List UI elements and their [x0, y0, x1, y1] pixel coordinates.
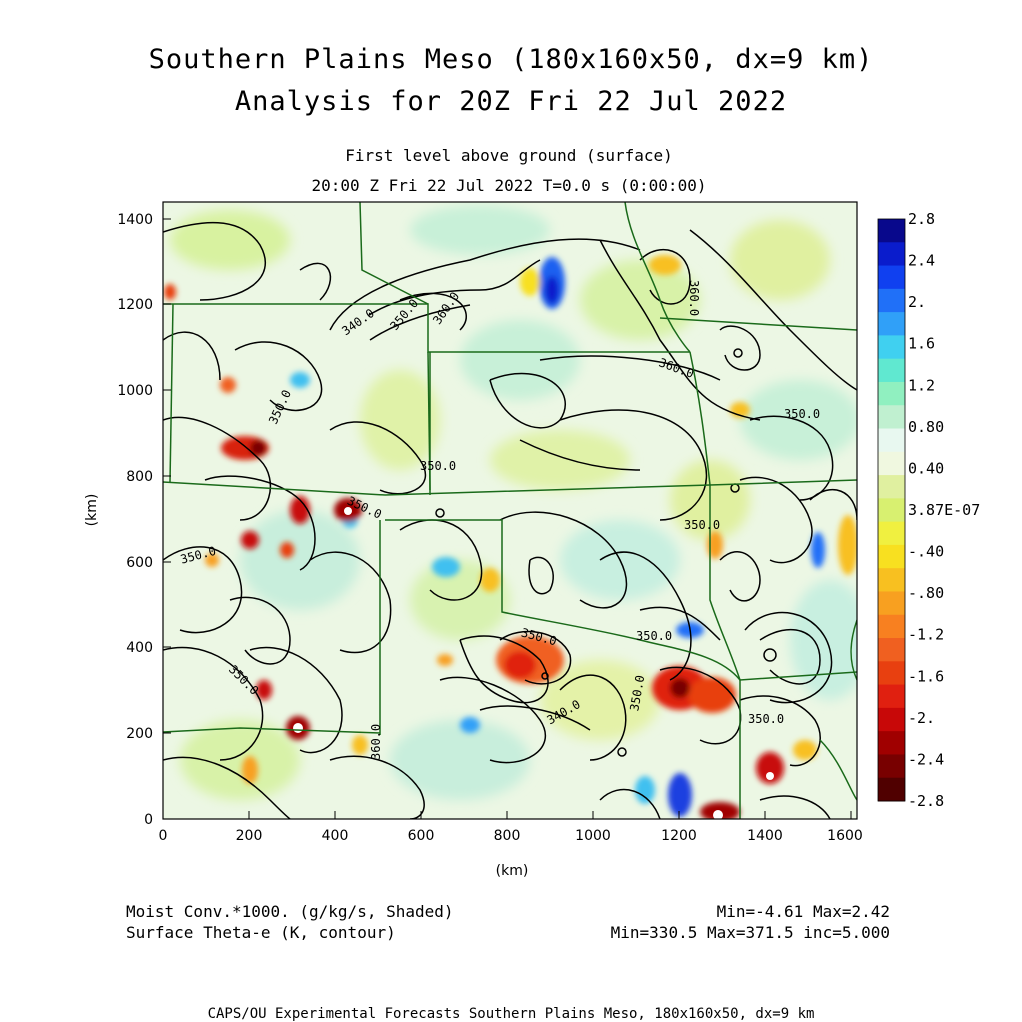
plot-frame	[162, 201, 858, 820]
colorbar-label: -1.2	[908, 626, 944, 644]
contour-label: 350.0	[684, 518, 720, 532]
colorbar-swatch	[878, 544, 905, 569]
x-tick-label: 1400	[747, 828, 783, 844]
colorbar-label: 0.40	[908, 459, 944, 477]
y-tick-label: 1200	[117, 297, 153, 313]
colorbar-swatch	[878, 591, 905, 616]
x-tick-label: 0	[159, 828, 168, 844]
contour-label: 350.0	[627, 674, 647, 712]
colorbar-swatch	[878, 451, 905, 476]
colorbar-swatch	[878, 614, 905, 639]
contour-label: 360.0	[687, 280, 701, 316]
y-tick-label: 0	[144, 812, 153, 828]
colorbar-label: 3.87E-07	[908, 501, 980, 519]
colorbar-label: 2.	[908, 293, 926, 311]
colorbar-swatch	[878, 358, 905, 383]
colorbar-label: -2.4	[908, 750, 944, 768]
x-axis-label: (km)	[496, 863, 529, 879]
colorbar-swatch	[878, 219, 905, 243]
colorbar-swatch	[878, 684, 905, 709]
colorbar-swatch	[878, 777, 905, 802]
footer-shaded-field: Moist Conv.*1000. (g/kg/s, Shaded)	[126, 902, 454, 921]
y-tick-label: 600	[126, 555, 153, 571]
colorbar-label: 1.6	[908, 335, 935, 353]
x-tick-label: 1600	[827, 828, 863, 844]
colorbar-swatch	[878, 521, 905, 546]
title-line-1: Southern Plains Meso (180x160x50, dx=9 k…	[148, 44, 874, 75]
footer-credit: CAPS/OU Experimental Forecasts Southern …	[207, 1006, 815, 1022]
colorbar-label: -2.	[908, 709, 935, 727]
x-tick-label: 600	[408, 828, 435, 844]
x-tick-label: 800	[494, 828, 521, 844]
colorbar-label: -2.8	[908, 792, 944, 810]
colorbar-label: -.80	[908, 584, 944, 602]
axis-ticks	[162, 218, 852, 820]
contour-label: 350.0	[636, 629, 672, 643]
colorbar-swatch	[878, 312, 905, 336]
colorbar-swatch	[878, 405, 905, 430]
y-tick-label: 1400	[117, 212, 153, 228]
colorbar-frame	[877, 218, 906, 802]
colorbar-swatch	[878, 242, 905, 267]
colorbar-label: 0.80	[908, 418, 944, 436]
y-axis-label: (km)	[84, 494, 100, 527]
y-tick-label: 400	[126, 640, 153, 656]
colorbar-label: -1.6	[908, 667, 944, 685]
contour-label: 350.0	[784, 407, 820, 421]
x-tick-label: 400	[322, 828, 349, 844]
colorbar-swatch	[878, 335, 905, 360]
colorbar-swatch	[878, 638, 905, 662]
colorbar-label: 2.4	[908, 252, 935, 270]
contour-label: 350.0	[748, 712, 784, 726]
contour-label: 350.0	[420, 459, 456, 473]
subtitle-level: First level above ground (surface)	[345, 146, 673, 165]
title-line-2: Analysis for 20Z Fri 22 Jul 2022	[234, 86, 788, 117]
colorbar-swatch	[878, 265, 905, 290]
colorbar-labels: 2.8 2.4 2. 1.6 1.2 0.80 0.40 3.87E-07 -.40 -.80 -1…	[908, 210, 980, 810]
colorbar	[877, 218, 906, 802]
colorbar-swatch	[878, 731, 905, 755]
x-tick-label: 200	[236, 828, 263, 844]
colorbar-swatch	[878, 288, 905, 313]
colorbar-swatch	[878, 707, 905, 732]
x-tick-label: 1000	[575, 828, 611, 844]
contour-label: 360.0	[369, 724, 383, 760]
colorbar-label: -.40	[908, 543, 944, 561]
y-tick-label: 800	[126, 469, 153, 485]
state-boundaries	[163, 202, 857, 819]
colorbar-swatch	[878, 661, 905, 686]
colorbar-swatch	[878, 428, 905, 453]
footer-contour-range: Min=330.5 Max=371.5 inc=5.000	[610, 923, 890, 942]
colorbar-swatch	[878, 381, 905, 406]
colorbar-swatch	[878, 498, 905, 523]
colorbar-label: 2.8	[908, 210, 935, 228]
colorbar-swatch	[878, 754, 905, 779]
x-tick-label: 1200	[661, 828, 697, 844]
footer-shaded-range: Min=-4.61 Max=2.42	[716, 902, 890, 921]
footer-contour-field: Surface Theta-e (K, contour)	[126, 923, 396, 942]
subtitle-time: 20:00 Z Fri 22 Jul 2022 T=0.0 s (0:00:00…	[311, 176, 707, 195]
colorbar-swatch	[878, 475, 905, 499]
colorbar-swatch	[878, 568, 905, 592]
y-tick-label: 200	[126, 726, 153, 742]
y-tick-label: 1000	[117, 383, 153, 399]
colorbar-label: 1.2	[908, 376, 935, 394]
